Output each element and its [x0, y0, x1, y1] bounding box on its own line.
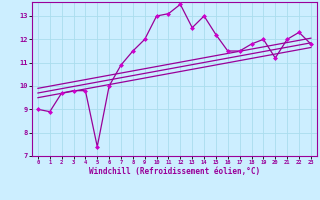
- X-axis label: Windchill (Refroidissement éolien,°C): Windchill (Refroidissement éolien,°C): [89, 167, 260, 176]
